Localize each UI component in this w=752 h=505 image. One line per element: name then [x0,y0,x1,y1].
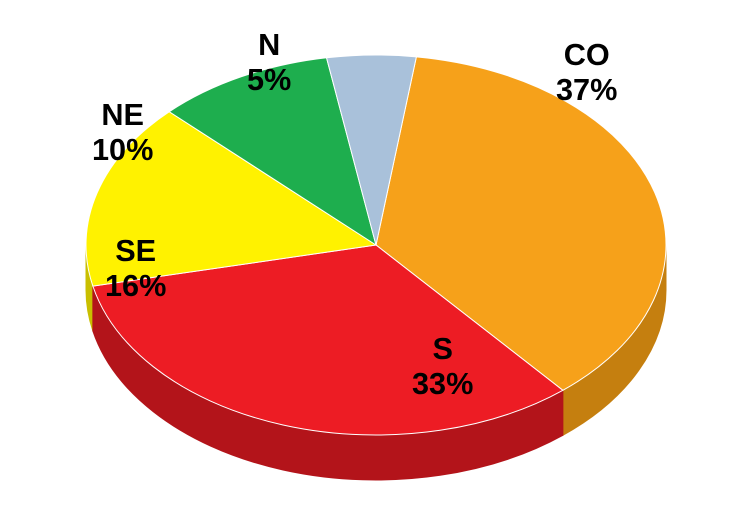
pie-chart-3d: CO 37% S 33% SE 16% NE 10% N 5% [0,0,752,505]
pie-svg [0,0,752,505]
